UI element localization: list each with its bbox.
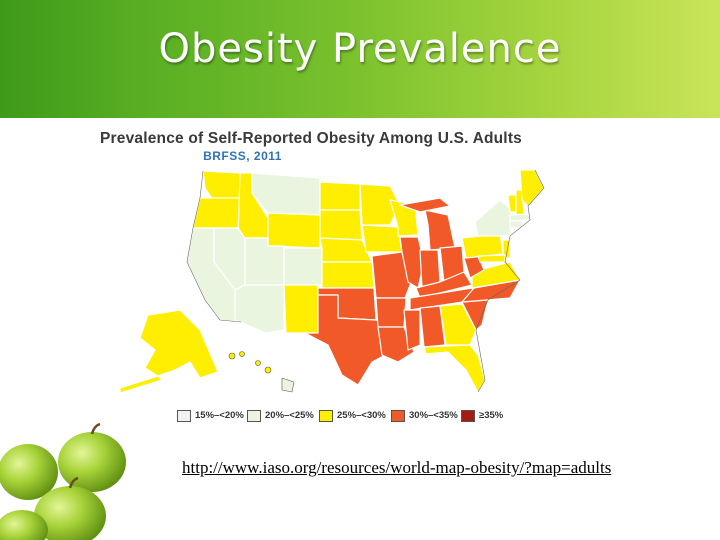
green-apples-image bbox=[0, 422, 126, 540]
state-michigan-up bbox=[399, 197, 451, 213]
legend-swatch-2 bbox=[247, 410, 261, 422]
state-arkansas bbox=[375, 297, 407, 328]
state-washington bbox=[202, 170, 241, 201]
legend-swatch-5 bbox=[461, 410, 475, 422]
state-vermont bbox=[507, 194, 517, 213]
legend-label-3: 25%–<30% bbox=[337, 410, 386, 421]
legend-swatch-3 bbox=[319, 410, 333, 422]
slide-title: Obesity Prevalence bbox=[158, 26, 562, 72]
coast-outline-east bbox=[475, 169, 545, 393]
state-mississippi bbox=[403, 309, 421, 351]
state-colorado bbox=[283, 247, 323, 286]
state-alabama bbox=[419, 305, 446, 348]
legend-swatch-4 bbox=[391, 410, 405, 422]
state-hawaii-3 bbox=[255, 360, 261, 366]
legend-label-5: ≥35% bbox=[479, 410, 504, 421]
state-maryland bbox=[477, 254, 506, 263]
state-hawaii-2 bbox=[239, 351, 245, 357]
state-michigan bbox=[424, 209, 456, 251]
legend-label-1: 15%–<20% bbox=[195, 410, 244, 421]
state-pennsylvania bbox=[461, 233, 504, 259]
legend-label-4: 30%–<35% bbox=[409, 410, 458, 421]
state-alaska bbox=[139, 309, 219, 379]
state-kansas bbox=[321, 261, 375, 289]
state-hawaii-5 bbox=[281, 377, 295, 393]
map-subtitle: BRFSS, 2011 bbox=[203, 149, 282, 163]
state-arizona bbox=[234, 284, 285, 334]
state-massachusetts bbox=[509, 213, 531, 222]
state-alaska-tail bbox=[119, 375, 163, 394]
legend-label-2: 20%–<25% bbox=[265, 410, 314, 421]
state-louisiana bbox=[377, 326, 415, 363]
title-banner: Obesity Prevalence bbox=[0, 0, 720, 118]
state-oregon bbox=[192, 197, 241, 229]
state-texas bbox=[304, 294, 396, 386]
apple-icon bbox=[0, 422, 126, 540]
state-north-dakota bbox=[319, 181, 361, 211]
state-new-mexico bbox=[283, 284, 319, 334]
state-wyoming bbox=[267, 212, 321, 249]
map-legend: 15%–<20% 20%–<25% 25%–<30% 30%–<35% ≥35% bbox=[177, 410, 507, 424]
source-link[interactable]: http://www.iaso.org/resources/world-map-… bbox=[182, 458, 612, 477]
state-iowa bbox=[361, 224, 403, 253]
legend-swatch-1 bbox=[177, 410, 191, 422]
map-title: Prevalence of Self-Reported Obesity Amon… bbox=[100, 130, 523, 147]
us-obesity-map bbox=[119, 169, 545, 394]
state-missouri bbox=[371, 251, 413, 299]
state-south-dakota bbox=[319, 209, 363, 241]
state-new-york bbox=[474, 199, 513, 237]
state-florida bbox=[423, 344, 486, 393]
state-connecticut bbox=[509, 220, 523, 229]
coast-outline-west bbox=[186, 170, 242, 323]
state-georgia bbox=[439, 303, 477, 346]
state-hawaii-1 bbox=[228, 352, 236, 360]
state-hawaii-4 bbox=[264, 366, 272, 374]
state-maine bbox=[519, 169, 545, 207]
